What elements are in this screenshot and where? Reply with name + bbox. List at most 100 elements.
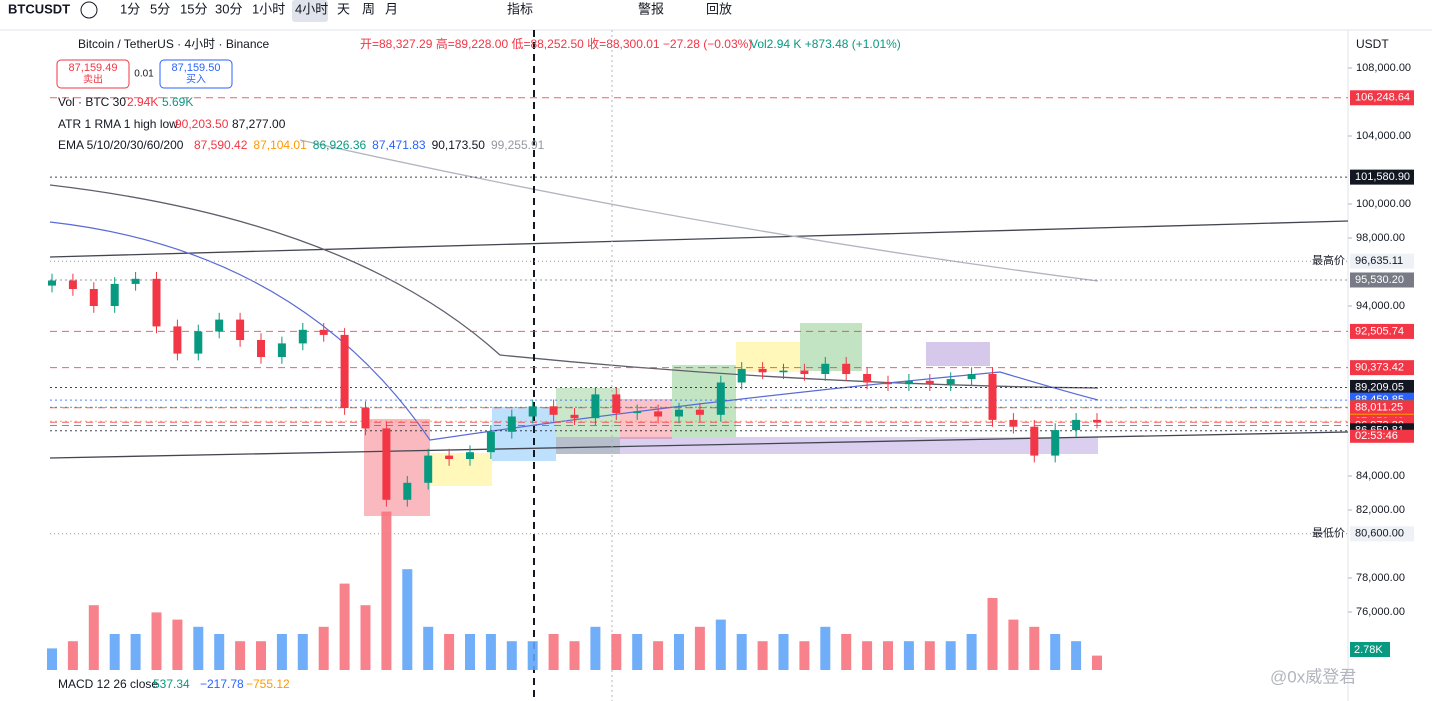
spread: 0.01 bbox=[134, 69, 154, 80]
candle-body bbox=[1030, 426, 1039, 456]
zone bbox=[492, 407, 556, 461]
candle-body bbox=[215, 319, 224, 332]
currency[interactable]: USDT bbox=[1356, 37, 1389, 51]
volume-bar bbox=[276, 634, 287, 670]
volume-bar bbox=[548, 634, 559, 670]
symbol[interactable]: BTCUSDT bbox=[8, 1, 70, 16]
candle-body bbox=[925, 380, 934, 385]
y-tick-label: 100,000.00 bbox=[1356, 198, 1411, 210]
candle-body bbox=[277, 343, 286, 357]
price-tag-bg bbox=[1350, 272, 1414, 288]
volume-bar bbox=[88, 605, 99, 670]
volume-bar bbox=[235, 641, 246, 670]
high-label: 最高价 bbox=[1312, 253, 1345, 267]
sell-price[interactable]: 87,159.49 bbox=[69, 62, 118, 74]
candle-body bbox=[528, 406, 537, 417]
toolbar bbox=[0, 0, 1432, 30]
volume-bar bbox=[841, 634, 852, 670]
volume-bar bbox=[778, 634, 789, 670]
candle-body bbox=[967, 374, 976, 380]
volume-bar bbox=[966, 634, 977, 670]
sell-button[interactable] bbox=[56, 59, 130, 89]
y-tick-label: 104,000.00 bbox=[1356, 130, 1411, 142]
ema-value: 90,173.50 bbox=[432, 138, 486, 152]
candle-body bbox=[904, 380, 913, 385]
ema-value: 99,255.91 bbox=[491, 138, 545, 152]
candle-body bbox=[131, 278, 140, 284]
volume-bar bbox=[1071, 641, 1082, 670]
y-tick-label: 76,000.00 bbox=[1356, 606, 1405, 618]
countdown-bg bbox=[1350, 429, 1414, 443]
candle-body bbox=[800, 370, 809, 374]
candle-body bbox=[68, 280, 77, 289]
volume-bar bbox=[590, 626, 601, 670]
ema-values: 87,590.42 87,104.01 86,926.36 87,471.83 90,1… bbox=[194, 138, 545, 152]
volume-bar bbox=[381, 511, 392, 670]
y-tick-label: 108,000.00 bbox=[1356, 62, 1411, 74]
price-tag-bg bbox=[1350, 90, 1414, 106]
buy-label[interactable]: 买入 bbox=[186, 74, 206, 86]
low-label: 最低价 bbox=[1312, 527, 1345, 540]
volume-bar bbox=[360, 605, 371, 670]
buy-button[interactable] bbox=[159, 59, 233, 89]
volume-bar bbox=[318, 626, 329, 670]
price-tag: 101,580.90 bbox=[1355, 171, 1410, 183]
interval[interactable]: 1小时 bbox=[252, 1, 285, 16]
macd-value: −755.12 bbox=[246, 677, 290, 691]
vol-tag-bg bbox=[1350, 642, 1390, 657]
interval[interactable]: 周 bbox=[362, 1, 375, 16]
sell-label[interactable]: 卖出 bbox=[83, 73, 103, 86]
price-tag-bg bbox=[1350, 526, 1414, 542]
volume-bar bbox=[632, 634, 643, 670]
price-tag: 92,505.74 bbox=[1355, 325, 1404, 337]
candle-body bbox=[633, 411, 642, 414]
indicators[interactable]: 指标 bbox=[507, 1, 533, 16]
buy-price[interactable]: 87,159.50 bbox=[172, 62, 221, 74]
interval[interactable]: 月 bbox=[385, 1, 398, 16]
atr-indicator: ATR 1 RMA 1 high low bbox=[58, 117, 178, 131]
volume-bar bbox=[130, 634, 141, 670]
atr-value: 90,203.50 bbox=[175, 117, 229, 131]
interval[interactable]: 4小时 bbox=[295, 1, 328, 16]
intervals: 1分 5分 15分 30分 1小时 4小时天周月 bbox=[120, 0, 398, 22]
candle-body bbox=[695, 409, 704, 415]
volume-bar bbox=[862, 641, 873, 670]
replay[interactable]: 回放 bbox=[706, 1, 732, 16]
candle-body bbox=[466, 452, 474, 459]
interval[interactable]: 1分 bbox=[120, 1, 140, 16]
ema-value: 87,590.42 bbox=[194, 138, 248, 152]
add-symbol[interactable] bbox=[80, 1, 98, 19]
price-tag: 95,530.20 bbox=[1355, 274, 1404, 286]
interval[interactable]: 5分 bbox=[150, 1, 170, 16]
candle-body bbox=[1051, 430, 1060, 456]
interval[interactable]: 天 bbox=[337, 1, 350, 16]
candle-body bbox=[89, 289, 98, 306]
y-tick-label: 78,000.00 bbox=[1356, 572, 1405, 584]
volume-bar bbox=[736, 634, 747, 670]
macd-indicator: MACD 12 26 close bbox=[58, 677, 158, 691]
interval[interactable]: 30分 bbox=[215, 1, 242, 16]
atr-value: 87,277.00 bbox=[232, 117, 286, 131]
volume-bar bbox=[945, 641, 956, 670]
interval[interactable]: 15分 bbox=[180, 1, 207, 16]
candle-body bbox=[675, 409, 683, 417]
zone bbox=[430, 453, 492, 486]
candle-body bbox=[319, 329, 328, 335]
y-tick-label: 94,000.00 bbox=[1356, 300, 1405, 312]
volume-bar bbox=[214, 634, 225, 670]
volume-bar bbox=[757, 641, 768, 670]
volume-bar bbox=[527, 641, 538, 670]
volume-bar bbox=[569, 641, 580, 670]
alert[interactable]: 警报 bbox=[638, 1, 664, 16]
candle-body bbox=[403, 482, 412, 500]
ema-indicator: EMA 5/10/20/30/60/200 bbox=[58, 138, 184, 152]
zone bbox=[364, 419, 430, 516]
y-tick-label: 98,000.00 bbox=[1356, 232, 1405, 244]
volume-bar bbox=[47, 648, 57, 670]
volume-bar bbox=[339, 583, 350, 670]
price-tag-bg bbox=[1350, 400, 1414, 416]
active-interval bbox=[292, 0, 328, 22]
volume-bar bbox=[172, 619, 183, 670]
price-tag: 96,635.11 bbox=[1355, 255, 1403, 267]
vol-indicator: Vol · BTC 30 bbox=[58, 95, 126, 109]
